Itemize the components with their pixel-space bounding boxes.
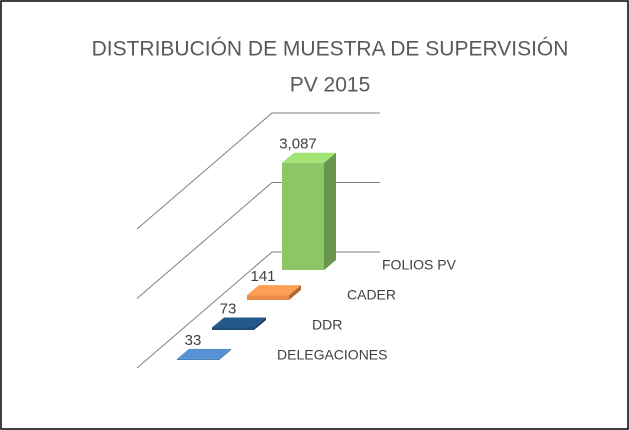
bar [177, 348, 231, 360]
bar-top [282, 152, 336, 163]
bar-side [254, 317, 266, 330]
bar-front [212, 327, 254, 330]
category-label: DELEGACIONES [277, 347, 387, 363]
bar-front [282, 162, 324, 270]
chart-title: DISTRIBUCIÓN DE MUESTRA DE SUPERVISIÓN [92, 38, 569, 61]
grid-line [136, 251, 380, 369]
bar-side [324, 152, 336, 270]
grid-line [136, 112, 380, 230]
data-label: 3,087 [279, 136, 317, 153]
bar [212, 317, 266, 330]
category-label: DDR [312, 317, 342, 333]
chart-subtitle: PV 2015 [290, 74, 371, 97]
data-label: 33 [185, 332, 202, 349]
grid-line [136, 182, 380, 299]
category-label: CADER [347, 287, 396, 303]
bar-front [247, 295, 289, 300]
bar-top [212, 317, 266, 328]
bar-side [289, 285, 301, 300]
data-label: 141 [250, 268, 275, 285]
data-label: 73 [220, 300, 237, 317]
bar-side [219, 348, 231, 360]
bar-top [177, 348, 231, 359]
category-label: FOLIOS PV [382, 257, 457, 273]
bar [282, 152, 336, 270]
bar-top [247, 285, 301, 296]
bar [247, 285, 301, 300]
bar-front [177, 358, 219, 360]
